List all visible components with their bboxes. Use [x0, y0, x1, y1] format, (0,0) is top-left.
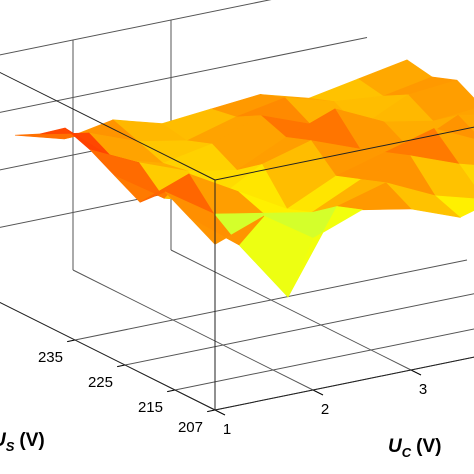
box-edge	[214, 126, 474, 181]
tick-mark	[312, 389, 324, 396]
wall-line	[0, 37, 368, 113]
axis-subscript: C	[402, 445, 412, 460]
tick-mark	[67, 339, 76, 343]
x-tick-label: 1	[223, 421, 231, 438]
x-tick-label: 2	[321, 401, 329, 418]
tick-mark	[167, 389, 176, 393]
grid-line	[0, 301, 216, 411]
grid-line	[74, 259, 468, 341]
grid-line	[174, 328, 474, 391]
grid-line	[72, 269, 314, 391]
axis-label: US (V)	[0, 430, 45, 454]
box-edge	[0, 71, 216, 181]
axis-unit: (V)	[19, 430, 44, 451]
tick-mark	[117, 364, 126, 368]
axis-symbol: U	[388, 436, 403, 457]
y-tick-label: 215	[138, 399, 163, 416]
y-tick-label: 225	[88, 374, 113, 391]
y-tick-label: 207	[178, 419, 203, 436]
tick-mark	[207, 409, 216, 413]
grid-line	[124, 293, 474, 366]
y-tick-label: 235	[38, 349, 63, 366]
box-edge	[214, 356, 474, 411]
axis-label: UC (V)	[388, 436, 441, 460]
wall-line	[0, 0, 272, 56]
box-front	[0, 71, 474, 411]
box-edge	[0, 301, 216, 411]
axis-symbol: U	[0, 430, 7, 451]
surface-cell	[189, 215, 265, 246]
x-tick-label: 3	[419, 381, 427, 398]
grid-line	[214, 356, 474, 411]
axis-unit: (V)	[416, 436, 441, 457]
grid	[0, 0, 474, 416]
surface	[14, 59, 474, 298]
tick-mark	[214, 409, 226, 416]
axis-subscript: S	[6, 439, 15, 454]
tick-mark	[410, 369, 422, 376]
